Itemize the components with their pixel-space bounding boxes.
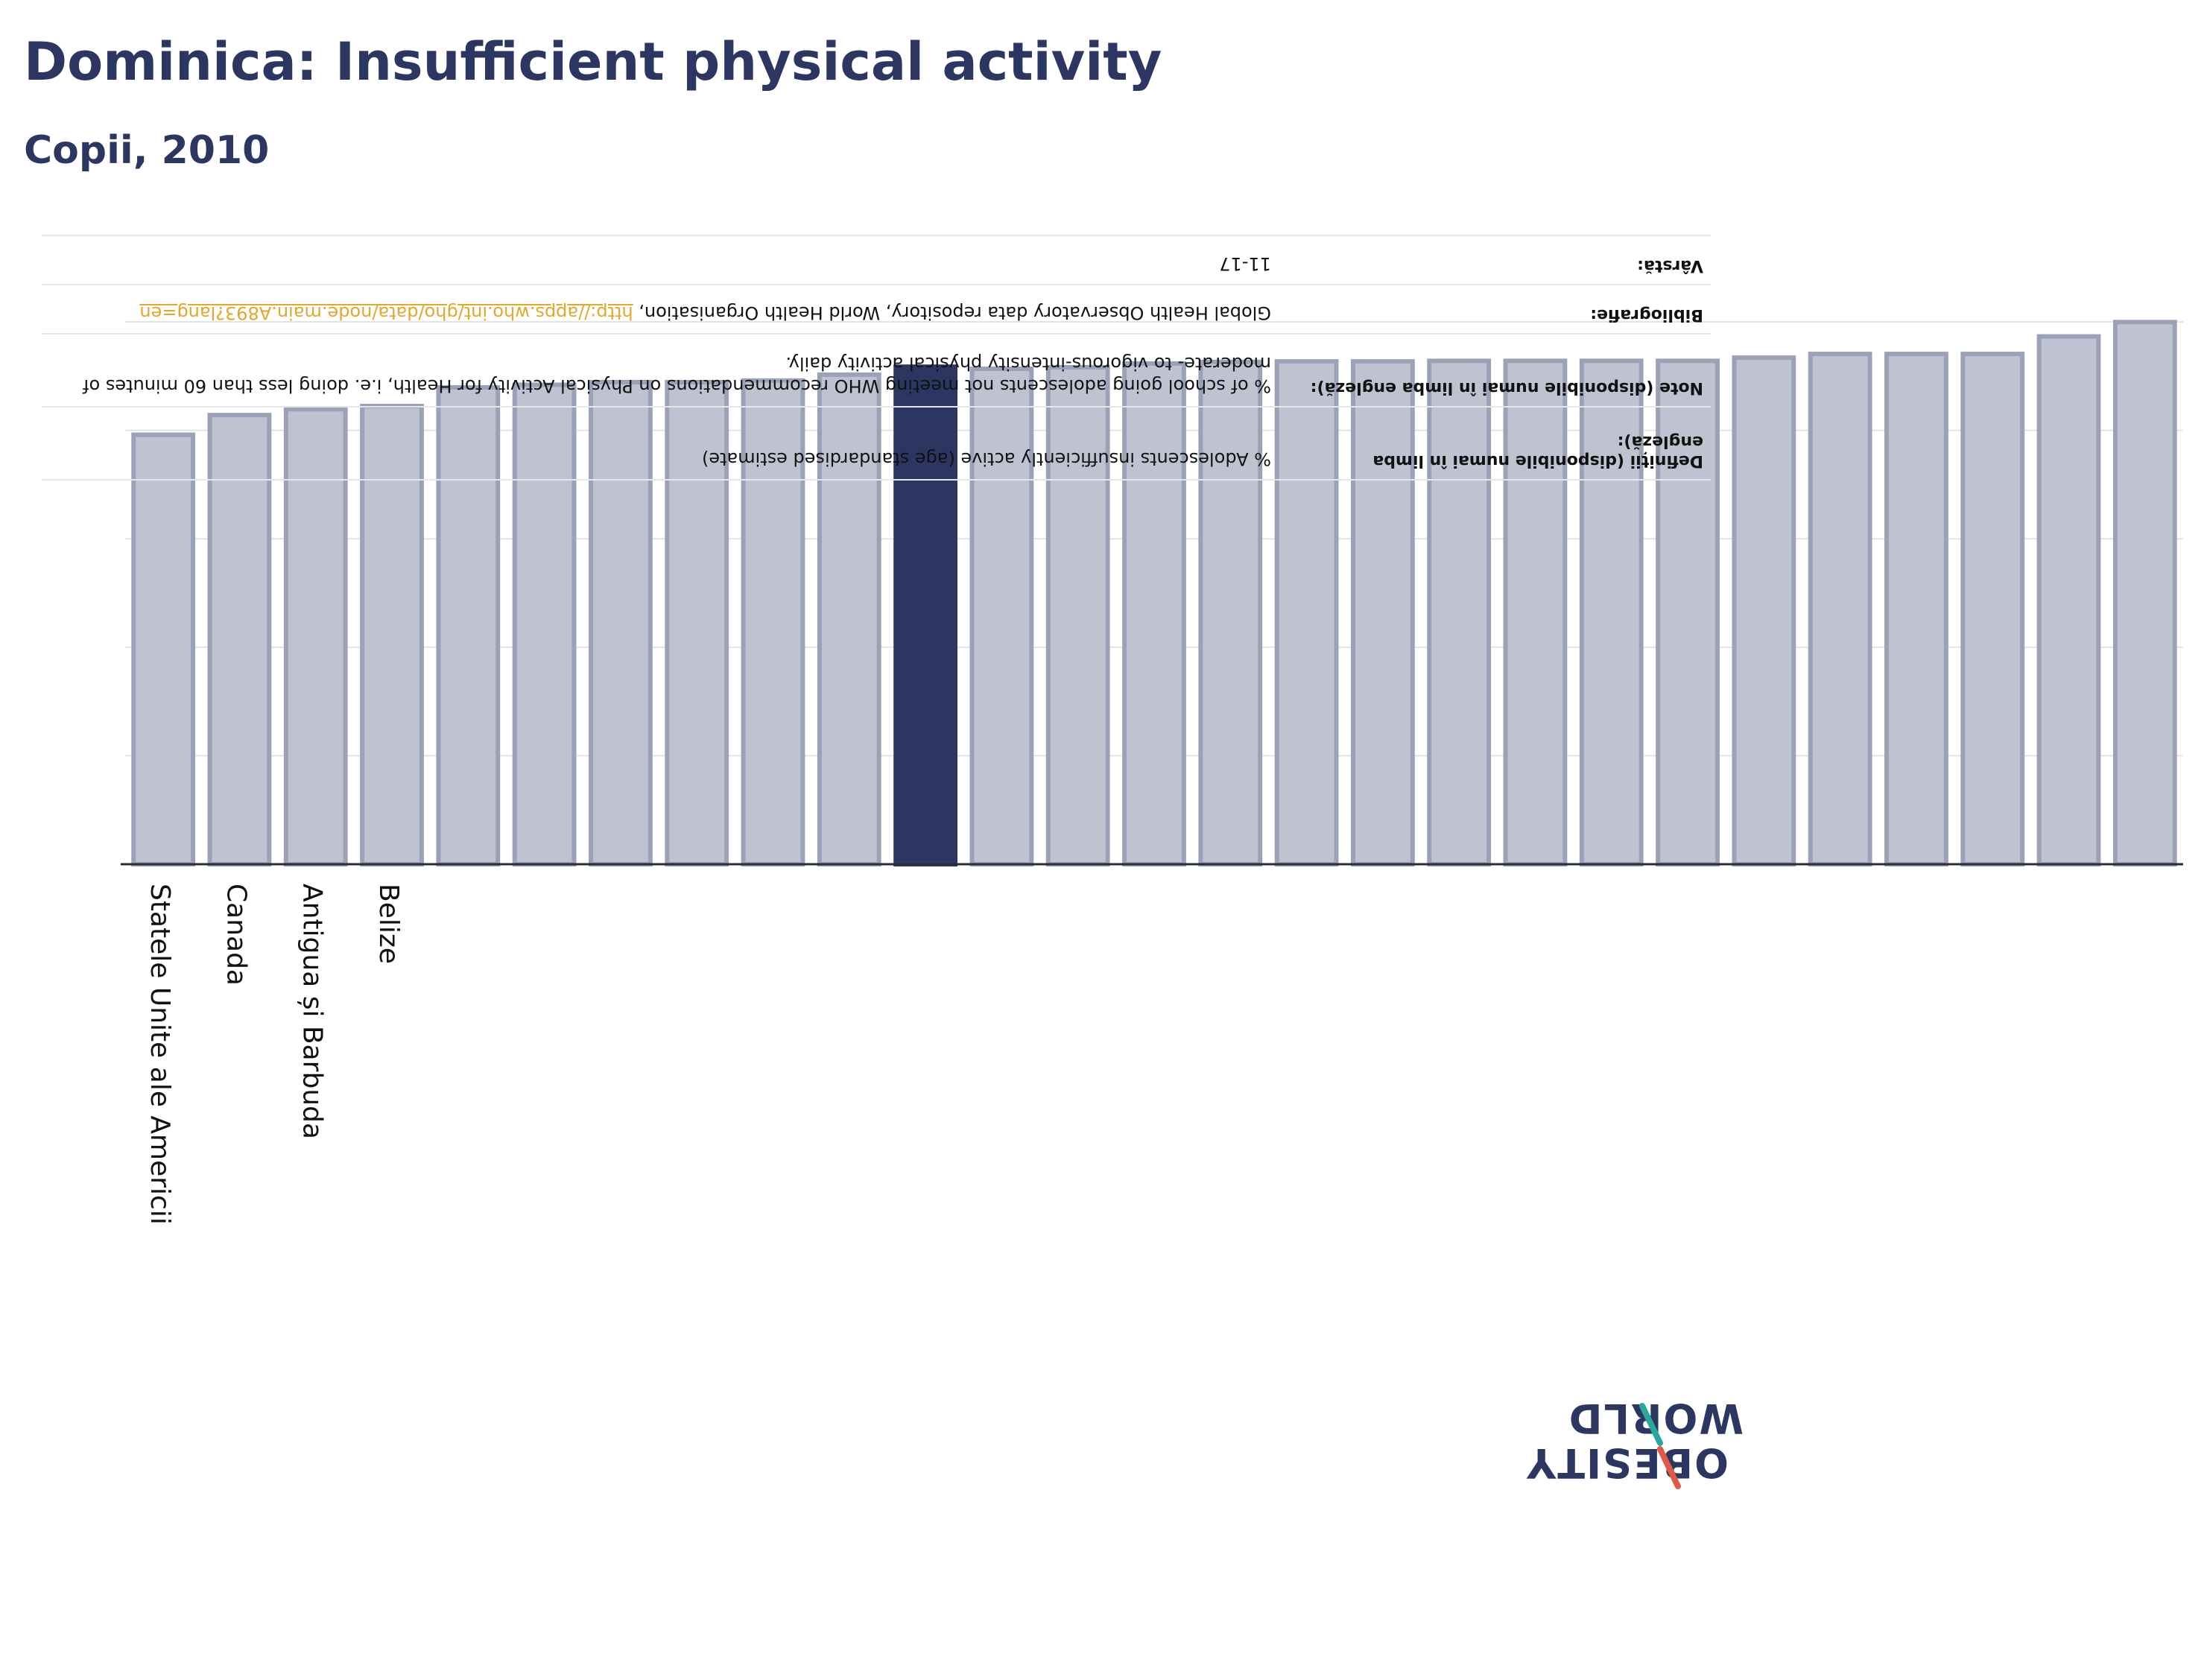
bar <box>589 379 653 866</box>
bar <box>969 367 1034 866</box>
bar <box>665 379 729 866</box>
x-axis-labels: Statele Unite ale Americii Canada Antigua … <box>145 884 404 1225</box>
info-row-age: Vârstă: 11-17 <box>42 235 1711 285</box>
bar <box>1960 352 2025 866</box>
bar <box>360 404 424 866</box>
bar-highlight <box>893 364 958 866</box>
bibliography-link[interactable]: http://apps.who.int/gho/data/node.main.A… <box>139 302 633 323</box>
bar <box>1122 361 1186 866</box>
bars <box>131 320 2177 866</box>
bar <box>1045 364 1110 866</box>
bar <box>436 385 501 866</box>
info-row-definition: Definiții (disponibile numai în limba en… <box>42 408 1711 481</box>
bar <box>817 372 881 866</box>
bar <box>1198 359 1263 866</box>
bar <box>2112 320 2177 866</box>
bar <box>131 432 196 866</box>
bar <box>207 413 272 866</box>
info-label-definition: Definiții (disponibile numai în limba en… <box>1372 432 1703 470</box>
info-value-bibliography: Global Health Observatory data repositor… <box>49 302 1271 324</box>
info-value-age: 11-17 <box>1219 253 1271 274</box>
x-tick-label: Antigua și Barbuda <box>297 884 328 1139</box>
chart-title: Dominica: Insufficient physical activity <box>24 31 1162 92</box>
bar <box>283 407 348 866</box>
bibliography-text: Global Health Observatory data repositor… <box>633 302 1271 323</box>
info-label-bibliography: Bibliografie: <box>1590 305 1703 324</box>
x-tick-label: Canada <box>221 884 251 986</box>
info-row-bibliography: Bibliografie: Global Health Observatory … <box>42 285 1711 335</box>
x-tick-label: Belize <box>373 884 404 964</box>
info-label-age: Vârstă: <box>1637 256 1703 275</box>
world-obesity-logo: WORLD OBESITY <box>1520 1382 1744 1501</box>
info-label-notes: Note (disponibile numai în limba engleză… <box>1310 378 1703 397</box>
bar <box>1884 352 1948 866</box>
x-tick-label: Statele Unite ale Americii <box>145 884 175 1225</box>
info-row-notes: Note (disponibile numai în limba engleză… <box>42 335 1711 408</box>
bar <box>1274 359 1339 866</box>
bar <box>2036 334 2101 866</box>
chart-subtitle: Copii, 2010 <box>24 128 270 173</box>
bar <box>1808 352 1872 866</box>
bar <box>1732 355 1796 866</box>
info-table: Definiții (disponibile numai în limba en… <box>42 235 1711 481</box>
info-value-notes: % of school going adolescents not meetin… <box>83 353 1271 396</box>
bar <box>1503 358 1568 866</box>
bar <box>741 378 805 866</box>
bar <box>512 382 577 866</box>
bar <box>1656 358 1720 866</box>
bar <box>1350 359 1415 866</box>
logo-slash-icon <box>1639 1403 1681 1489</box>
info-value-definition: % Adolescents insufficiently active (age… <box>701 448 1271 469</box>
